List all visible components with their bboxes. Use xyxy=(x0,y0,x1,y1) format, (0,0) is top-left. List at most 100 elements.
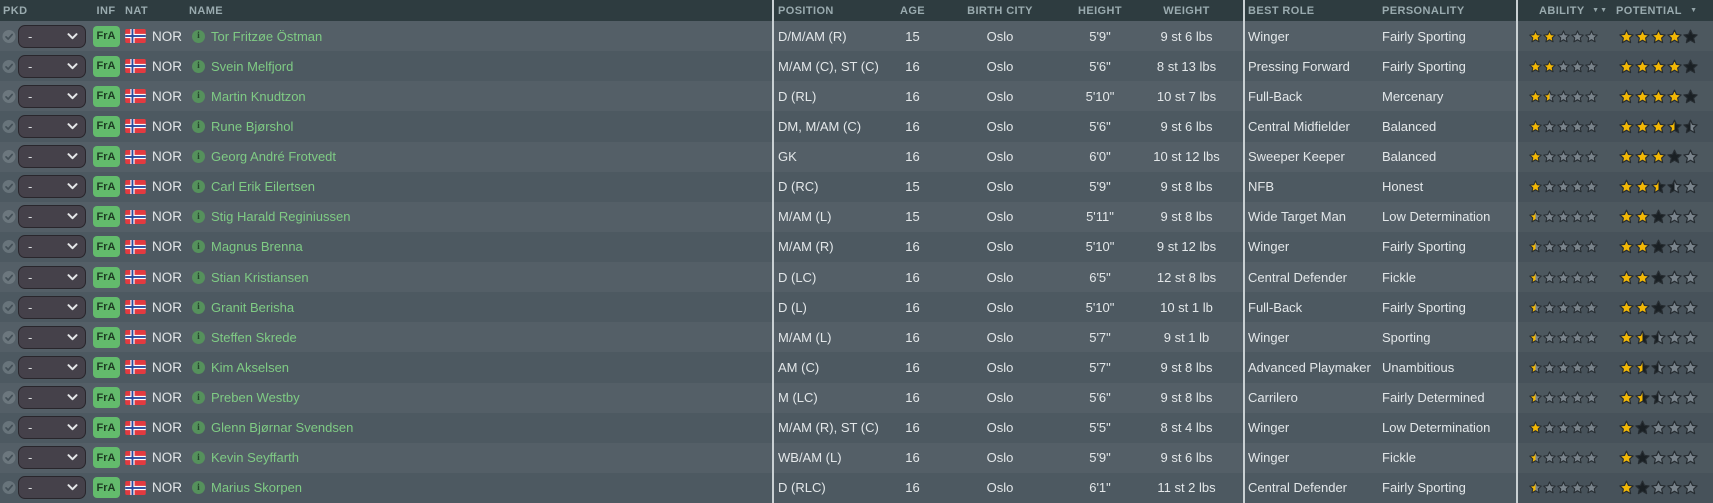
player-row[interactable]: - FrA NOR i Kevin Seyffarth WB/AM (L) 16… xyxy=(0,442,1713,473)
player-row[interactable]: - FrA NOR i Magnus Brenna M/AM (R) 16 Os… xyxy=(0,231,1713,262)
player-name-link[interactable]: Granit Berisha xyxy=(211,299,295,315)
pkd-dropdown[interactable]: - xyxy=(18,446,86,470)
player-row[interactable]: - FrA NOR i Glenn Bjørnar Svendsen M/AM … xyxy=(0,412,1713,443)
picked-check-icon[interactable] xyxy=(2,29,16,44)
player-info-icon[interactable]: i xyxy=(192,210,205,224)
picked-check-icon[interactable] xyxy=(2,390,16,405)
pkd-dropdown[interactable]: - xyxy=(18,416,86,440)
player-row[interactable]: - FrA NOR i Georg André Frotvedt GK 16 O… xyxy=(0,141,1713,172)
pkd-dropdown[interactable]: - xyxy=(18,114,86,138)
player-name-link[interactable]: Marius Skorpen xyxy=(211,480,303,496)
player-row[interactable]: - FrA NOR i Kim Akselsen AM (C) 16 Oslo … xyxy=(0,352,1713,383)
picked-check-icon[interactable] xyxy=(2,119,16,134)
fra-info-badge[interactable]: FrA xyxy=(92,146,120,168)
pkd-dropdown[interactable]: - xyxy=(18,205,86,229)
fra-info-badge[interactable]: FrA xyxy=(92,447,120,469)
pkd-dropdown[interactable]: - xyxy=(18,386,86,410)
picked-check-icon[interactable] xyxy=(2,450,16,465)
player-name-link[interactable]: Magnus Brenna xyxy=(211,239,303,255)
player-info-icon[interactable]: i xyxy=(192,180,205,194)
column-header-nat[interactable]: NAT xyxy=(125,4,148,17)
player-name-link[interactable]: Kim Akselsen xyxy=(211,359,290,375)
player-row[interactable]: - FrA NOR i Martin Knudtzon D (RL) 16 Os… xyxy=(0,81,1713,112)
pkd-dropdown[interactable]: - xyxy=(18,84,86,108)
player-name-link[interactable]: Carl Erik Eilertsen xyxy=(211,179,316,195)
pkd-dropdown[interactable]: - xyxy=(18,295,86,319)
column-header-potential[interactable]: POTENTIAL ▼ xyxy=(1612,0,1713,21)
picked-check-icon[interactable] xyxy=(2,270,16,285)
player-info-icon[interactable]: i xyxy=(192,270,205,284)
player-info-icon[interactable]: i xyxy=(192,29,205,43)
fra-info-badge[interactable]: FrA xyxy=(92,266,120,288)
fra-info-badge[interactable]: FrA xyxy=(92,55,120,77)
picked-check-icon[interactable] xyxy=(2,239,16,254)
picked-check-icon[interactable] xyxy=(2,480,16,495)
player-row[interactable]: - FrA NOR i Tor Fritzøe Östman D/M/AM (R… xyxy=(0,21,1713,52)
player-name-link[interactable]: Glenn Bjørnar Svendsen xyxy=(211,420,354,436)
fra-info-badge[interactable]: FrA xyxy=(92,477,120,499)
player-name-link[interactable]: Rune Bjørshol xyxy=(211,118,294,134)
player-name-link[interactable]: Preben Westby xyxy=(211,390,300,406)
picked-check-icon[interactable] xyxy=(2,59,16,74)
player-row[interactable]: - FrA NOR i Preben Westby M (LC) 16 Oslo… xyxy=(0,382,1713,413)
player-info-icon[interactable]: i xyxy=(192,300,205,314)
pkd-dropdown[interactable]: - xyxy=(18,54,86,78)
pkd-dropdown[interactable]: - xyxy=(18,145,86,169)
player-info-icon[interactable]: i xyxy=(192,240,205,254)
player-row[interactable]: - FrA NOR i Granit Berisha D (L) 16 Oslo… xyxy=(0,292,1713,323)
player-info-icon[interactable]: i xyxy=(192,360,205,374)
column-header-height[interactable]: HEIGHT xyxy=(1078,4,1122,17)
column-header-best-role[interactable]: BEST ROLE xyxy=(1248,4,1315,17)
player-name-link[interactable]: Stig Harald Reginiussen xyxy=(211,209,351,225)
player-info-icon[interactable]: i xyxy=(192,119,205,133)
column-header-weight[interactable]: WEIGHT xyxy=(1163,4,1210,17)
player-row[interactable]: - FrA NOR i Marius Skorpen D (RLC) 16 Os… xyxy=(0,472,1713,503)
picked-check-icon[interactable] xyxy=(2,209,16,224)
player-name-link[interactable]: Kevin Seyffarth xyxy=(211,450,299,466)
player-info-icon[interactable]: i xyxy=(192,421,205,435)
player-info-icon[interactable]: i xyxy=(192,451,205,465)
sort-descending-icon[interactable]: ▼ xyxy=(1690,7,1698,14)
player-name-link[interactable]: Tor Fritzøe Östman xyxy=(211,28,323,44)
player-row[interactable]: - FrA NOR i Svein Melfjord M/AM (C), ST … xyxy=(0,51,1713,82)
pkd-dropdown[interactable]: - xyxy=(18,265,86,289)
column-header-position[interactable]: POSITION xyxy=(778,4,834,17)
player-name-link[interactable]: Steffen Skrede xyxy=(211,329,297,345)
pkd-dropdown[interactable]: - xyxy=(18,325,86,349)
fra-info-badge[interactable]: FrA xyxy=(92,85,120,107)
player-name-link[interactable]: Svein Melfjord xyxy=(211,58,294,74)
player-info-icon[interactable]: i xyxy=(192,59,205,73)
picked-check-icon[interactable] xyxy=(2,89,16,104)
column-header-inf[interactable]: INF xyxy=(96,4,116,17)
column-header-personality[interactable]: PERSONALITY xyxy=(1382,4,1465,17)
fra-info-badge[interactable]: FrA xyxy=(92,326,120,348)
player-info-icon[interactable]: i xyxy=(192,330,205,344)
picked-check-icon[interactable] xyxy=(2,330,16,345)
fra-info-badge[interactable]: FrA xyxy=(92,206,120,228)
fra-info-badge[interactable]: FrA xyxy=(92,387,120,409)
picked-check-icon[interactable] xyxy=(2,300,16,315)
pkd-dropdown[interactable]: - xyxy=(18,476,86,500)
player-info-icon[interactable]: i xyxy=(192,481,205,495)
player-row[interactable]: - FrA NOR i Steffen Skrede M/AM (L) 16 O… xyxy=(0,322,1713,353)
player-info-icon[interactable]: i xyxy=(192,150,205,164)
column-header-birth-city[interactable]: BIRTH CITY xyxy=(967,4,1033,17)
player-name-link[interactable]: Stian Kristiansen xyxy=(211,269,309,285)
fra-info-badge[interactable]: FrA xyxy=(92,236,120,258)
player-row[interactable]: - FrA NOR i Rune Bjørshol DM, M/AM (C) 1… xyxy=(0,111,1713,142)
column-header-pkd[interactable]: PKD xyxy=(3,4,28,17)
picked-check-icon[interactable] xyxy=(2,179,16,194)
player-name-link[interactable]: Martin Knudtzon xyxy=(211,88,306,104)
player-name-link[interactable]: Georg André Frotvedt xyxy=(211,149,337,165)
column-header-name[interactable]: NAME xyxy=(189,4,223,17)
sort-descending-icons[interactable]: ▼▼ xyxy=(1592,7,1608,14)
pkd-dropdown[interactable]: - xyxy=(18,355,86,379)
fra-info-badge[interactable]: FrA xyxy=(92,115,120,137)
pkd-dropdown[interactable]: - xyxy=(18,235,86,259)
pkd-dropdown[interactable]: - xyxy=(18,175,86,199)
fra-info-badge[interactable]: FrA xyxy=(92,417,120,439)
fra-info-badge[interactable]: FrA xyxy=(92,176,120,198)
picked-check-icon[interactable] xyxy=(2,360,16,375)
pkd-dropdown[interactable]: - xyxy=(18,24,86,48)
fra-info-badge[interactable]: FrA xyxy=(92,296,120,318)
